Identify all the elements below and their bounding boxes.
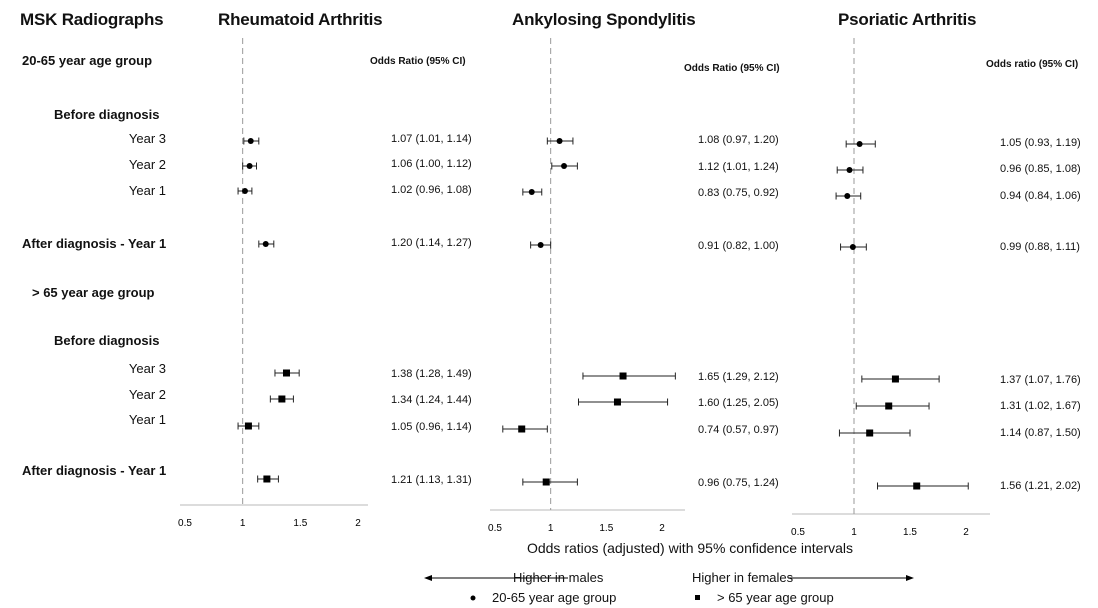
x-tick-label-ra-1: 1 [240,518,246,529]
x-tick-label-ra-0: 0.5 [178,518,192,529]
direction-label-males: Higher in males [513,570,604,585]
point-circle-psa-3 [849,244,856,250]
x-tick-label-as-0: 0.5 [488,523,502,534]
point-circle-as-1 [561,163,568,169]
row-label-year3-1: Year 3 [128,131,166,146]
ci-value-label-psa-0: 1.05 (0.93, 1.19) [1000,137,1081,149]
ci-value-label-as-2: 0.83 (0.75, 0.92) [698,187,779,199]
ci-value-label-as-1: 1.12 (1.01, 1.24) [698,161,779,173]
x-tick-label-psa-3: 2 [963,527,969,538]
ci-value-label-ra-0: 1.07 (1.01, 1.14) [391,133,472,145]
ci-value-label-ra-4: 1.38 (1.28, 1.49) [391,368,472,380]
point-circle-psa-2 [844,193,851,199]
ci-value-label-psa-1: 0.96 (0.85, 1.08) [1000,163,1081,175]
group-label-20-65: 20-65 year age group [22,53,153,68]
point-square-ra-4 [282,369,290,377]
ci-value-label-ra-1: 1.06 (1.00, 1.12) [391,158,472,170]
ci-value-label-ra-7: 1.21 (1.13, 1.31) [391,474,472,486]
group-label-over-65: > 65 year age group [32,285,155,300]
point-square-psa-6 [866,429,874,437]
legend-label-20-65: 20-65 year age group [492,590,617,605]
x-tick-label-ra-3: 2 [355,518,361,529]
row-label-year3-2: Year 3 [128,361,166,376]
point-circle-as-2 [528,189,535,195]
x-tick-label-psa-1: 1 [851,527,857,538]
ci-value-label-psa-6: 1.14 (0.87, 1.50) [1000,427,1081,439]
point-circle-psa-0 [856,141,863,147]
x-tick-label-ra-2: 1.5 [293,518,307,529]
point-square-as-7 [542,478,550,486]
row-label-after-diagnosis-1: After diagnosis - Year 1 [22,236,167,251]
x-axis-title: Odds ratios (adjusted) with 95% confiden… [526,540,854,556]
point-square-ra-6 [244,422,252,430]
ci-header-as: Odds Ratio (95% CI) [684,63,780,74]
point-square-ra-7 [263,475,271,483]
point-circle-ra-2 [241,188,248,194]
ci-value-label-as-5: 1.60 (1.25, 2.05) [698,397,779,409]
point-square-as-4 [619,372,627,380]
panel-title-psoriatic-arthritis: Psoriatic Arthritis [838,10,977,29]
point-square-psa-4 [891,375,899,383]
point-square-psa-7 [913,482,921,490]
ci-value-label-ra-2: 1.02 (0.96, 1.08) [391,184,472,196]
x-tick-label-psa-2: 1.5 [903,527,917,538]
x-tick-label-as-1: 1 [548,523,554,534]
ci-value-label-psa-2: 0.94 (0.84, 1.06) [1000,190,1081,202]
row-label-after-diagnosis-2: After diagnosis - Year 1 [22,463,167,478]
ci-value-label-as-3: 0.91 (0.82, 1.00) [698,240,779,252]
direction-label-females: Higher in females [692,570,794,585]
point-circle-psa-1 [846,167,853,173]
ci-value-label-psa-7: 1.56 (1.21, 2.02) [1000,480,1081,492]
ci-value-label-psa-5: 1.31 (1.02, 1.67) [1000,400,1081,412]
point-circle-ra-0 [247,138,254,144]
panel-title-rheumatoid-arthritis: Rheumatoid Arthritis [218,10,383,29]
x-tick-label-psa-0: 0.5 [791,527,805,538]
row-label-before-diagnosis-2: Before diagnosis [54,333,160,348]
legend-label-over-65: > 65 year age group [717,590,834,605]
row-label-before-diagnosis-1: Before diagnosis [54,107,160,122]
ci-header-psa: Odds ratio (95% CI) [986,59,1079,70]
ci-header-ra: Odds Ratio (95% CI) [370,56,466,67]
panel-title-ankylosing-spondylitis: Ankylosing Spondylitis [512,10,696,29]
row-label-year1-1: Year 1 [128,183,166,198]
ci-value-label-ra-6: 1.05 (0.96, 1.14) [391,421,472,433]
point-square-as-6 [518,425,526,433]
ci-value-label-as-0: 1.08 (0.97, 1.20) [698,134,779,146]
point-square-as-5 [613,398,621,406]
point-square-ra-5 [278,395,286,403]
ci-value-label-psa-4: 1.37 (1.07, 1.76) [1000,374,1081,386]
ci-value-label-ra-5: 1.34 (1.24, 1.44) [391,394,472,406]
point-circle-ra-1 [246,163,253,169]
ci-value-label-psa-3: 0.99 (0.88, 1.11) [1000,241,1080,253]
x-tick-label-as-2: 1.5 [599,523,613,534]
row-label-year2-2: Year 2 [128,387,166,402]
point-circle-ra-3 [262,241,269,247]
figure-title: MSK Radiographs [20,10,164,29]
ci-value-label-as-6: 0.74 (0.57, 0.97) [698,424,779,436]
point-square-psa-5 [885,402,893,410]
x-tick-label-as-3: 2 [659,523,665,534]
row-label-year1-2: Year 1 [128,412,166,427]
ci-value-label-as-4: 1.65 (1.29, 2.12) [698,371,779,383]
point-circle-as-3 [537,242,544,248]
row-label-year2-1: Year 2 [128,157,166,172]
point-circle-as-0 [556,138,563,144]
ci-value-label-ra-3: 1.20 (1.14, 1.27) [391,237,472,249]
ci-value-label-as-7: 0.96 (0.75, 1.24) [698,477,779,489]
